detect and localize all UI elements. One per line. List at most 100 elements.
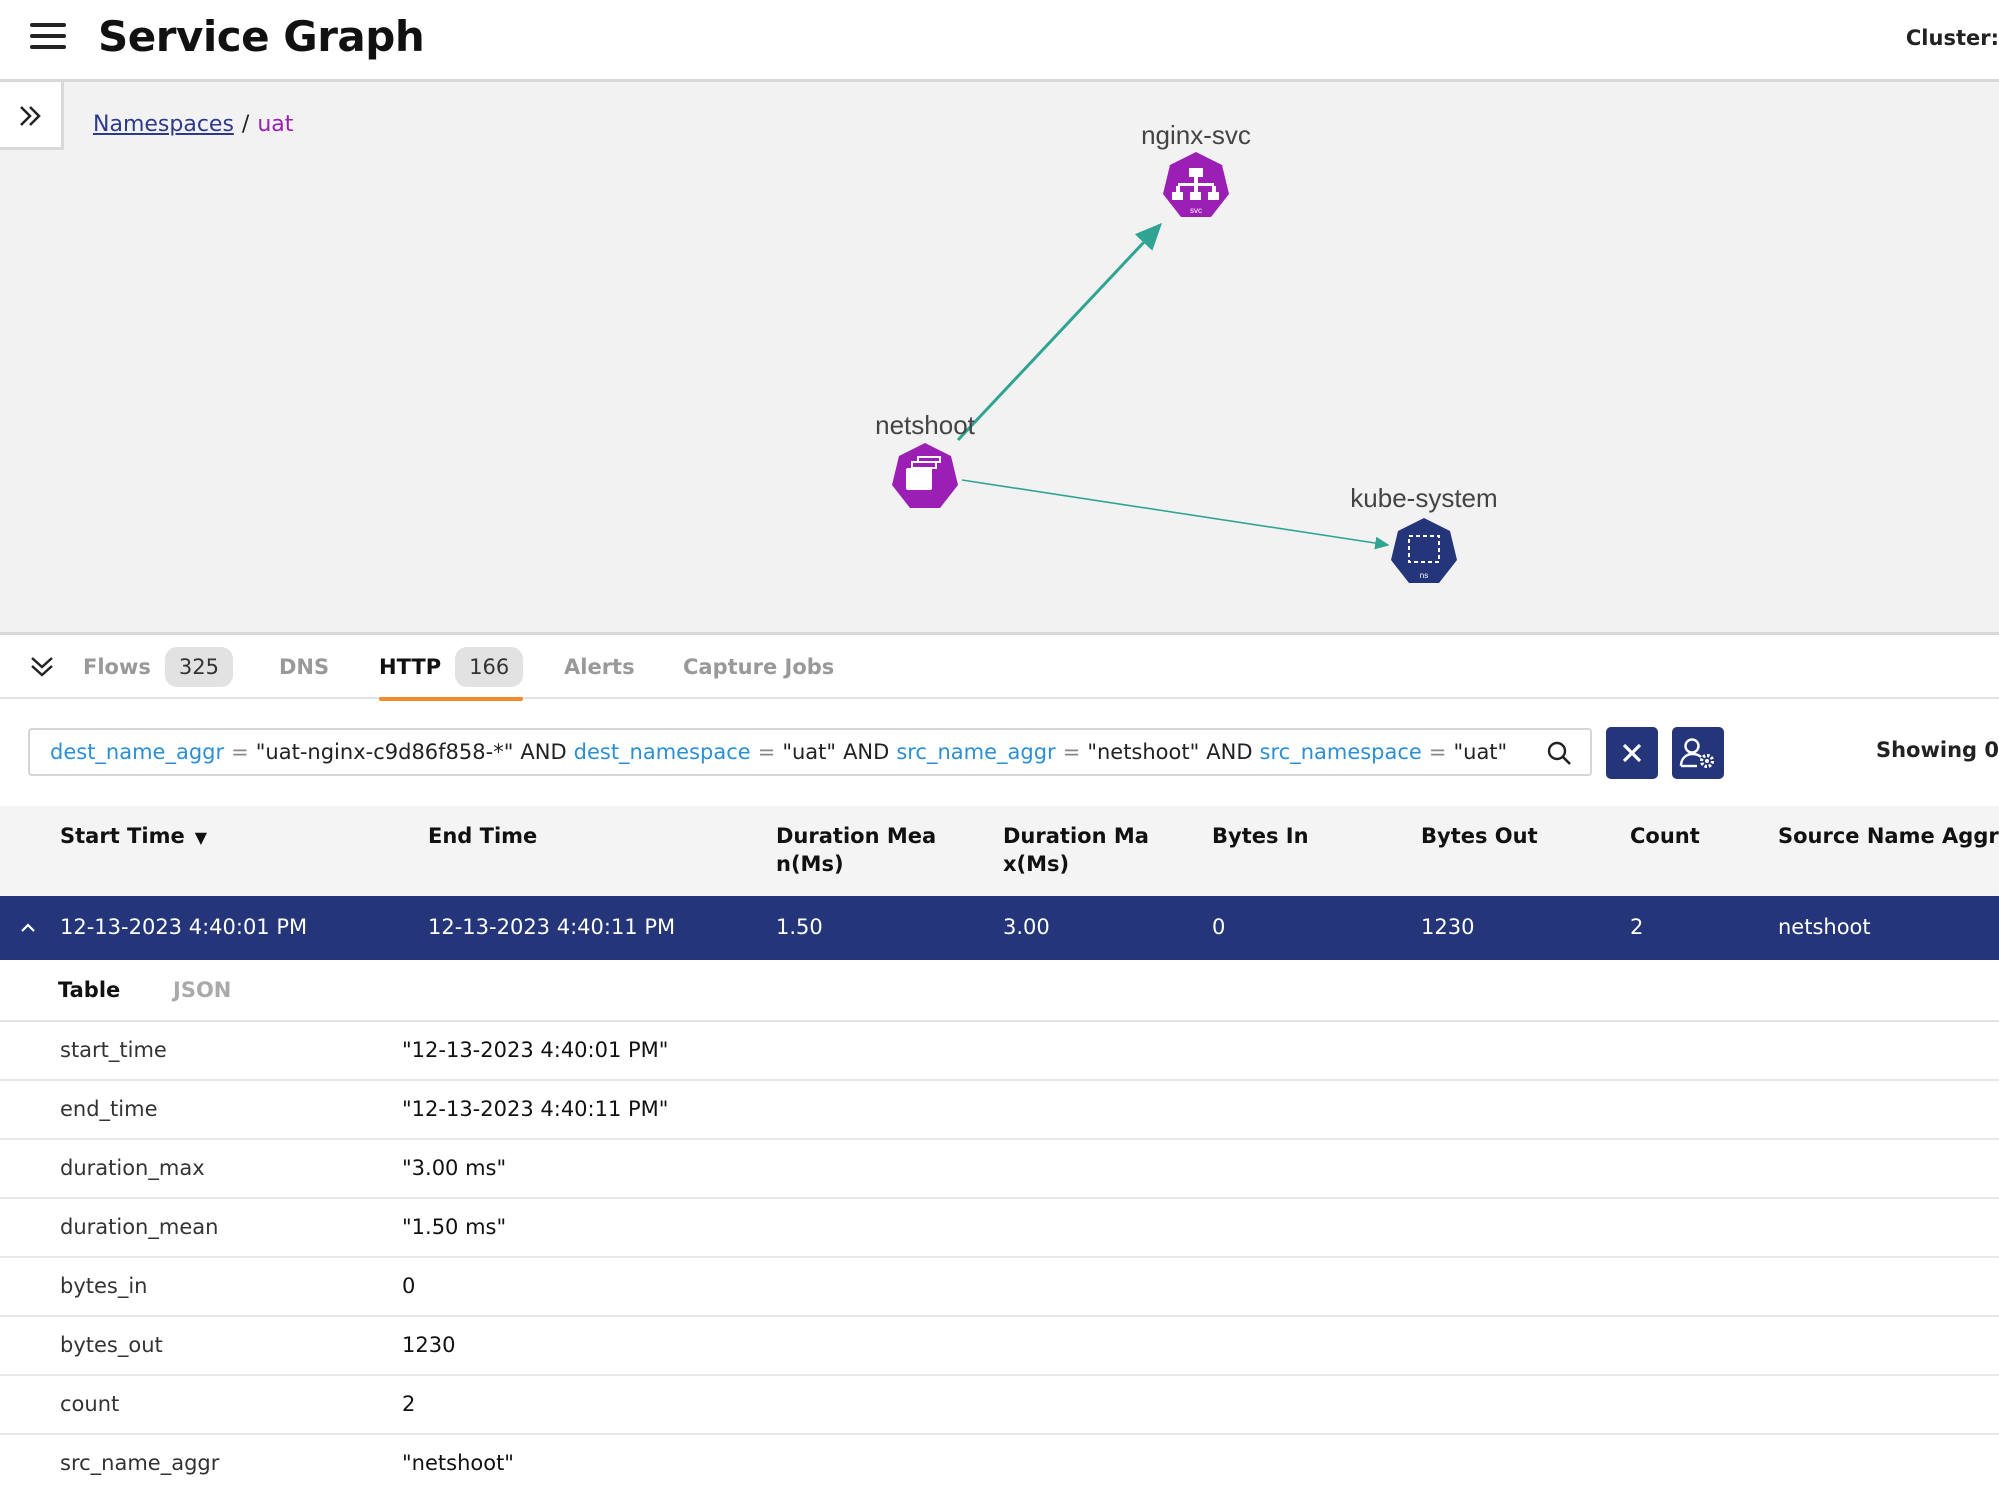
search-icon[interactable] [1546,740,1572,766]
detail-key: bytes_out [60,1333,163,1357]
user-gear-icon [1679,738,1715,769]
cell-duration-mean: 1.50 [776,915,823,939]
column-bytes-out[interactable]: Bytes Out [1421,824,1538,848]
filter-value: "uat" [1453,740,1508,764]
tab-flows[interactable]: Flows 325 [83,635,233,699]
user-settings-button[interactable] [1672,727,1724,779]
chevron-up-icon[interactable] [18,918,38,938]
data-tabs: Flows 325 DNS HTTP 166 Alerts Capture Jo… [0,635,1999,701]
cell-duration-max: 3.00 [1003,915,1050,939]
detail-key: bytes_in [60,1274,148,1298]
detail-value: 0 [402,1274,416,1298]
breadcrumb-current: uat [257,112,294,137]
tab-http[interactable]: HTTP 166 [379,635,524,701]
filter-joiner: AND [1206,740,1253,764]
detail-value: "1.50 ms" [402,1215,507,1239]
tab-alerts-label: Alerts [564,655,635,679]
column-count[interactable]: Count [1630,824,1700,848]
column-duration-mean[interactable]: Duration Mea n(Ms) [776,824,937,876]
cluster-selector[interactable]: Cluster: [1905,26,1999,50]
detail-value: 2 [402,1392,416,1416]
detail-view-tabs: Table JSON [0,960,1999,1026]
detail-key: src_name_aggr [60,1451,220,1475]
tab-http-label: HTTP [379,655,442,679]
list-item: bytes_in 0 [0,1258,1999,1317]
filter-key: dest_name_aggr [50,740,225,764]
breadcrumb-namespaces-link[interactable]: Namespaces [93,112,234,137]
app-header: Service Graph Cluster: [0,0,1999,82]
sort-desc-icon[interactable]: ▼ [194,828,207,847]
tab-json-view[interactable]: JSON [173,978,232,1002]
clear-filter-button[interactable] [1606,727,1658,779]
detail-key: duration_max [60,1156,205,1180]
cell-end-time: 12-13-2023 4:40:11 PM [428,915,676,939]
detail-key: start_time [60,1038,167,1062]
column-start-time[interactable]: Start Time ▼ [60,824,207,848]
list-item: duration_max "3.00 ms" [0,1140,1999,1199]
page-title: Service Graph [98,12,425,61]
tab-table-view[interactable]: Table [58,978,121,1026]
filter-operator: = [1062,740,1081,764]
node-label-netshoot: netshoot [875,410,976,440]
list-item: bytes_out 1230 [0,1317,1999,1376]
table-header: Start Time ▼ End Time Duration Mea n(Ms) D… [0,806,1999,896]
node-badge-nginx-svc: svc [1190,206,1202,215]
tab-flows-count: 325 [164,647,233,687]
column-source-name-aggr[interactable]: Source Name Aggr [1778,824,1999,848]
close-icon [1622,743,1642,763]
tab-http-count: 166 [455,647,524,687]
node-badge-kube-system: ns [1420,571,1428,580]
breadcrumb: Namespaces / uat [93,112,293,137]
filter-joiner: AND [843,740,890,764]
column-end-time[interactable]: End Time [428,824,538,848]
tab-alerts[interactable]: Alerts [564,635,635,699]
detail-key: duration_mean [60,1215,219,1239]
edge-netshoot-nginx-svc[interactable] [956,222,1163,442]
filter-value: "netshoot" [1087,740,1200,764]
node-nginx-svc[interactable]: nginx-svc svc [1141,120,1251,217]
node-label-kube-system: kube-system [1350,483,1497,513]
detail-value: "netshoot" [402,1451,514,1475]
tab-flows-label: Flows [83,655,151,679]
graph-svg: nginx-svc svc netshoot kube-system [875,120,1498,583]
list-item: end_time "12-13-2023 4:40:11 PM" [0,1081,1999,1140]
node-kube-system[interactable]: kube-system ns [1350,483,1498,583]
detail-value: "12-13-2023 4:40:01 PM" [402,1038,669,1062]
breadcrumb-separator: / [241,112,250,137]
cell-source-name-aggr: netshoot [1778,915,1871,939]
tab-capture-jobs[interactable]: Capture Jobs [683,635,834,699]
tab-dns-label: DNS [279,655,330,679]
filter-joiner: AND [520,740,567,764]
double-chevron-down-icon[interactable] [26,652,58,682]
detail-value: "3.00 ms" [402,1156,507,1180]
filter-query-input[interactable]: dest_name_aggr = "uat-nginx-c9d86f858-*" AN… [28,728,1592,776]
filter-value: "uat" [782,740,837,764]
node-label-nginx-svc: nginx-svc [1141,120,1251,150]
service-graph-canvas[interactable]: nginx-svc svc netshoot kube-system [0,82,1999,635]
edge-netshoot-kube-system[interactable] [961,479,1390,550]
showing-count: Showing 0 [1875,738,1999,762]
column-duration-max[interactable]: Duration Ma x(Ms) [1003,824,1149,876]
expand-panel-button[interactable] [0,82,64,150]
menu-icon[interactable] [30,23,66,53]
list-item: start_time "12-13-2023 4:40:01 PM" [0,1022,1999,1081]
detail-key: count [60,1392,120,1416]
list-item: duration_mean "1.50 ms" [0,1199,1999,1258]
cell-bytes-in: 0 [1212,915,1226,939]
node-netshoot[interactable]: netshoot [875,410,976,508]
cell-count: 2 [1630,915,1644,939]
column-bytes-in[interactable]: Bytes In [1212,824,1309,848]
detail-value: 1230 [402,1333,456,1357]
detail-value: "12-13-2023 4:40:11 PM" [402,1097,669,1121]
filter-operator: = [757,740,776,764]
list-item: count 2 [0,1376,1999,1435]
double-chevron-right-icon [20,106,41,126]
filter-key: src_namespace [1259,740,1422,764]
filter-key: src_name_aggr [896,740,1056,764]
cell-bytes-out: 1230 [1421,915,1475,939]
namespace-icon [1391,518,1457,583]
cell-start-time: 12-13-2023 4:40:01 PM [60,915,308,939]
table-row[interactable]: 12-13-2023 4:40:01 PM 12-13-2023 4:40:11… [0,896,1999,960]
tab-dns[interactable]: DNS [279,635,329,699]
tab-capture-jobs-label: Capture Jobs [683,655,835,679]
